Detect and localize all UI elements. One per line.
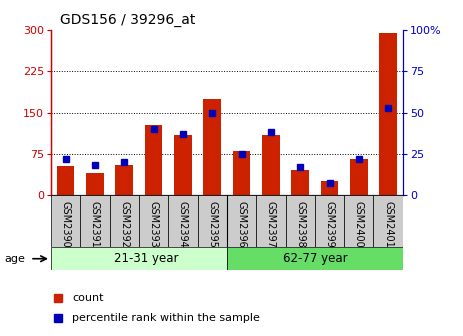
Text: 62-77 year: 62-77 year: [282, 252, 347, 265]
FancyBboxPatch shape: [344, 195, 374, 247]
Bar: [115, 165, 133, 195]
Bar: [86, 173, 104, 195]
FancyBboxPatch shape: [51, 247, 227, 270]
FancyBboxPatch shape: [256, 195, 286, 247]
Text: percentile rank within the sample: percentile rank within the sample: [72, 313, 260, 323]
FancyBboxPatch shape: [168, 195, 198, 247]
FancyBboxPatch shape: [286, 195, 315, 247]
Text: GSM2401: GSM2401: [383, 201, 393, 248]
Bar: [379, 33, 397, 195]
Text: GSM2390: GSM2390: [61, 201, 70, 248]
Bar: [174, 134, 192, 195]
Bar: [291, 170, 309, 195]
FancyBboxPatch shape: [374, 195, 403, 247]
FancyBboxPatch shape: [227, 247, 403, 270]
FancyBboxPatch shape: [51, 195, 80, 247]
Text: GSM2397: GSM2397: [266, 201, 276, 248]
Text: 21-31 year: 21-31 year: [114, 252, 178, 265]
FancyBboxPatch shape: [227, 195, 256, 247]
Text: GSM2391: GSM2391: [90, 201, 100, 248]
Text: GSM2394: GSM2394: [178, 201, 188, 248]
FancyBboxPatch shape: [198, 195, 227, 247]
FancyBboxPatch shape: [110, 195, 139, 247]
Text: count: count: [72, 293, 104, 303]
Text: GDS156 / 39296_at: GDS156 / 39296_at: [60, 13, 195, 27]
Text: GSM2398: GSM2398: [295, 201, 305, 248]
Text: GSM2392: GSM2392: [119, 201, 129, 248]
Text: GSM2393: GSM2393: [149, 201, 158, 248]
Text: GSM2396: GSM2396: [237, 201, 246, 248]
Bar: [203, 99, 221, 195]
Bar: [57, 166, 75, 195]
FancyBboxPatch shape: [139, 195, 168, 247]
Text: GSM2395: GSM2395: [207, 201, 217, 248]
FancyBboxPatch shape: [315, 195, 344, 247]
Bar: [350, 159, 368, 195]
Text: GSM2399: GSM2399: [325, 201, 334, 248]
Bar: [145, 125, 163, 195]
Bar: [233, 151, 250, 195]
FancyBboxPatch shape: [80, 195, 110, 247]
Text: GSM2400: GSM2400: [354, 201, 364, 248]
Bar: [321, 181, 338, 195]
Bar: [262, 134, 280, 195]
Text: age: age: [5, 254, 25, 264]
